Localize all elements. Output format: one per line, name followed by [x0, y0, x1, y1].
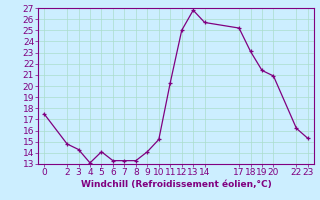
X-axis label: Windchill (Refroidissement éolien,°C): Windchill (Refroidissement éolien,°C)	[81, 180, 271, 189]
